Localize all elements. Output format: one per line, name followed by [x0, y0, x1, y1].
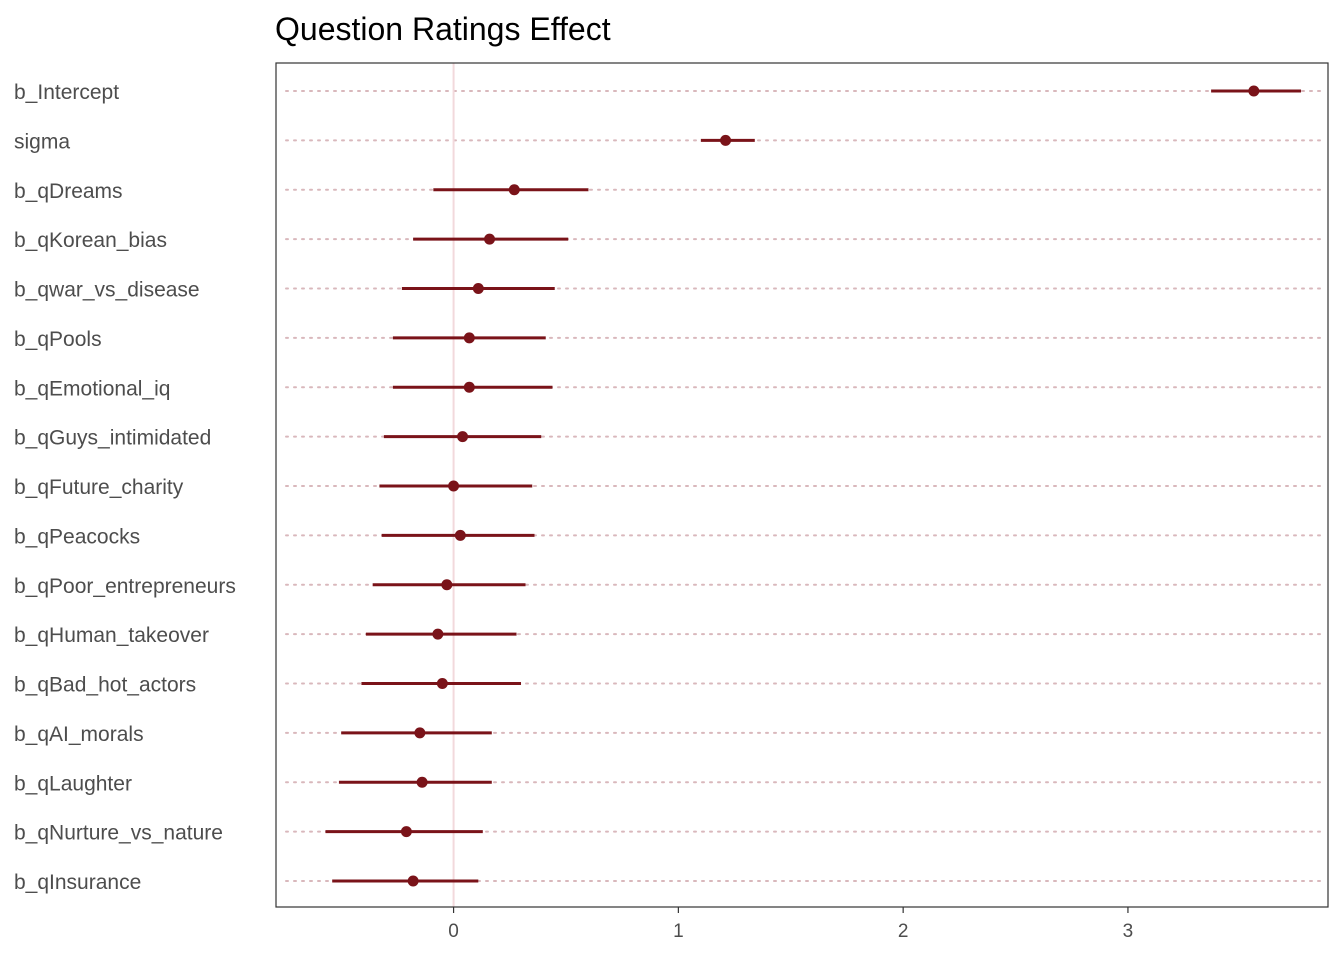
estimate-point: [484, 233, 496, 245]
estimate-point: [1248, 85, 1260, 97]
y-axis-label: sigma: [14, 130, 70, 153]
y-axis-label: b_qFuture_charity: [14, 476, 184, 499]
chart-title: Question Ratings Effect: [275, 11, 611, 47]
estimate-point: [448, 480, 460, 492]
y-axis-label: b_qPeacocks: [14, 525, 140, 548]
estimate-point: [416, 776, 428, 788]
estimate-point: [463, 332, 475, 344]
panel-border: [275, 62, 1329, 908]
y-axis-label: b_qEmotional_iq: [14, 377, 170, 400]
estimate-point: [407, 875, 419, 887]
y-axis-label: b_qNurture_vs_nature: [14, 822, 223, 845]
x-tick-label: 2: [898, 921, 909, 942]
y-axis-label: b_qwar_vs_disease: [14, 279, 200, 302]
y-axis-label: b_qPools: [14, 328, 102, 351]
estimate-point: [441, 579, 453, 591]
y-axis-label: b_qGuys_intimidated: [14, 427, 211, 450]
estimate-point: [436, 678, 448, 689]
estimate-point: [508, 184, 520, 196]
y-axis-label: b_qAI_morals: [14, 723, 144, 746]
x-axis-ticks: 0 1 2 3: [448, 907, 1133, 942]
estimate-point: [414, 727, 426, 739]
estimate-point: [400, 826, 412, 838]
y-axis-label: b_qHuman_takeover: [14, 624, 209, 647]
estimate-point: [720, 134, 732, 146]
estimate-point: [432, 628, 444, 640]
estimate-point: [454, 529, 466, 541]
estimate-points: [400, 85, 1260, 887]
x-tick-label: 3: [1123, 921, 1134, 942]
estimate-point: [463, 381, 475, 393]
y-axis-label: b_qInsurance: [14, 871, 141, 894]
y-axis-label: b_qDreams: [14, 180, 123, 203]
x-tick-label: 1: [673, 921, 684, 942]
estimate-point: [472, 283, 484, 294]
y-axis-label: b_qKorean_bias: [14, 229, 167, 252]
y-axis-label: b_qPoor_entrepreneurs: [14, 575, 236, 598]
y-axis-label: b_Intercept: [14, 81, 119, 104]
estimate-point: [457, 431, 469, 443]
y-axis-label: b_qLaughter: [14, 772, 132, 795]
row-guides: [285, 90, 1325, 882]
x-tick-label: 0: [448, 921, 459, 942]
y-axis-label: b_qBad_hot_actors: [14, 674, 196, 697]
